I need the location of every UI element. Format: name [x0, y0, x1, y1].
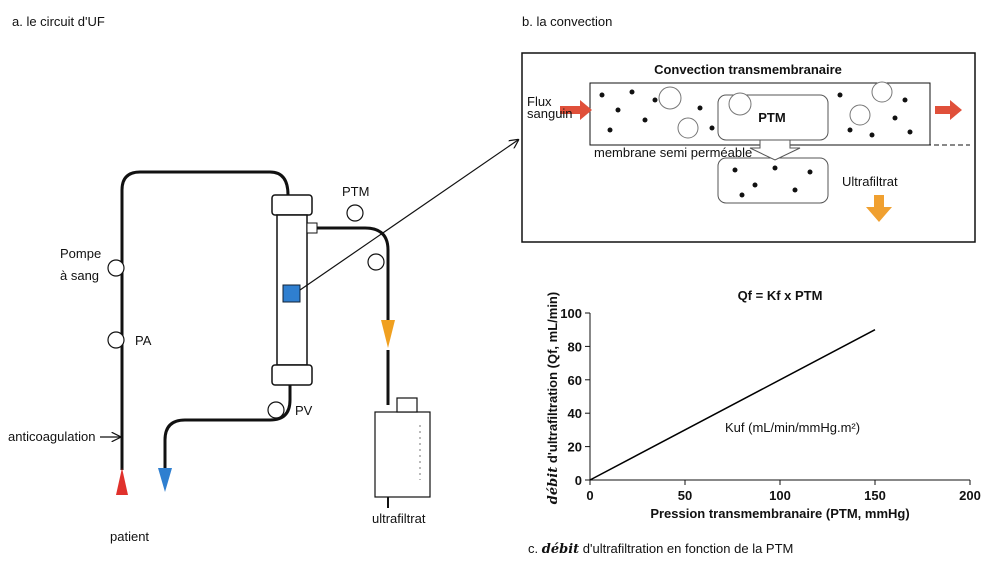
solute — [607, 127, 613, 133]
patient-label: patient — [110, 529, 149, 544]
blood-pump — [107, 259, 125, 277]
data-line — [589, 329, 876, 481]
pa-gauge — [107, 331, 125, 349]
zoom-arrow — [299, 140, 518, 291]
protein — [871, 81, 893, 103]
ptm-label: PTM — [758, 110, 785, 125]
solute — [869, 132, 875, 138]
x-tick-label: 200 — [959, 488, 981, 503]
flux-arrow-out — [935, 100, 962, 120]
solute — [752, 182, 758, 188]
membrane-square — [282, 284, 301, 303]
solute — [892, 115, 898, 121]
solute — [652, 97, 658, 103]
ptm-arrow — [749, 139, 801, 161]
y-tick-label: 80 — [568, 339, 582, 354]
panel-a-title: a. le circuit d'UF — [12, 14, 105, 29]
y-axis-label-emphasis: débit — [546, 467, 561, 504]
annotation: Kuf (mL/min/mmHg.m²) — [725, 420, 860, 435]
membrane-label: membrane semi perméable — [594, 145, 752, 160]
uf-connector — [381, 320, 395, 348]
uf-bag — [374, 411, 431, 498]
uf-bag-cap — [396, 397, 418, 413]
y-axis-label: débit d'ultrafiltration (Qf, mL/min) — [545, 292, 561, 504]
solute — [792, 187, 798, 193]
caption: c. débit d'ultrafiltration en fonction d… — [528, 541, 793, 557]
y-tick-label: 100 — [560, 306, 582, 321]
convection-box — [521, 52, 976, 243]
protein — [849, 104, 871, 126]
ptm-gauge — [346, 204, 364, 222]
x-tick-label: 0 — [586, 488, 593, 503]
solute — [837, 92, 843, 98]
solute — [709, 125, 715, 131]
box-title: Convection transmembranaire — [654, 62, 842, 77]
solute — [739, 192, 745, 198]
x-axis-label: Pression transmembranaire (PTM, mmHg) — [650, 506, 909, 521]
uf-label: Ultrafiltrat — [842, 174, 898, 189]
solute — [847, 127, 853, 133]
y-tick-label: 20 — [568, 440, 582, 455]
caption-letter: c. — [528, 541, 538, 556]
solute — [772, 165, 778, 171]
solute — [615, 107, 621, 113]
chart-title: Qf = Kf x PTM — [738, 288, 823, 303]
uf-arrow — [866, 195, 892, 222]
solute — [902, 97, 908, 103]
venous-connector — [158, 468, 172, 492]
x-tick-label: 100 — [769, 488, 791, 503]
filter-cap — [271, 194, 313, 216]
caption-text: d'ultrafiltration en fonction de la PTM — [583, 541, 794, 556]
pv-gauge — [267, 401, 285, 419]
y-axis-label-rest: d'ultrafiltration (Qf, mL/min) — [545, 292, 560, 463]
filter-cap — [271, 364, 313, 386]
x-tick-label: 50 — [678, 488, 692, 503]
panel-b-title: b. la convection — [522, 14, 612, 29]
pa-label: PA — [135, 333, 152, 348]
y-tick-label: 40 — [568, 406, 582, 421]
solute — [697, 105, 703, 111]
blood-line-in — [120, 170, 290, 470]
solute — [907, 129, 913, 135]
blood-line-out — [163, 385, 292, 470]
protein — [658, 86, 682, 110]
filter-port — [306, 222, 318, 234]
uf-pump — [367, 253, 385, 271]
pump-label: à sang — [60, 268, 99, 283]
pump-label: Pompe — [60, 246, 101, 261]
flux-label: sanguin — [527, 106, 573, 121]
solute — [642, 117, 648, 123]
pv-label: PV — [295, 403, 313, 418]
y-tick-label: 0 — [575, 473, 582, 488]
solute — [807, 169, 813, 175]
x-tick-label: 150 — [864, 488, 886, 503]
solute — [732, 167, 738, 173]
flux-label: Flux — [527, 94, 552, 109]
protein — [677, 117, 699, 139]
uf-label: ultrafiltrat — [372, 511, 426, 526]
solute — [629, 89, 635, 95]
ptm-label: PTM — [342, 184, 369, 199]
y-tick-label: 60 — [568, 373, 582, 388]
protein — [728, 92, 752, 116]
anticoagulation-label: anticoagulation — [8, 429, 95, 444]
arterial-connector — [116, 468, 128, 495]
solute — [599, 92, 605, 98]
flux-arrow — [560, 100, 592, 120]
uf-compartment — [717, 157, 829, 204]
caption-emphasis: débit — [542, 542, 579, 557]
